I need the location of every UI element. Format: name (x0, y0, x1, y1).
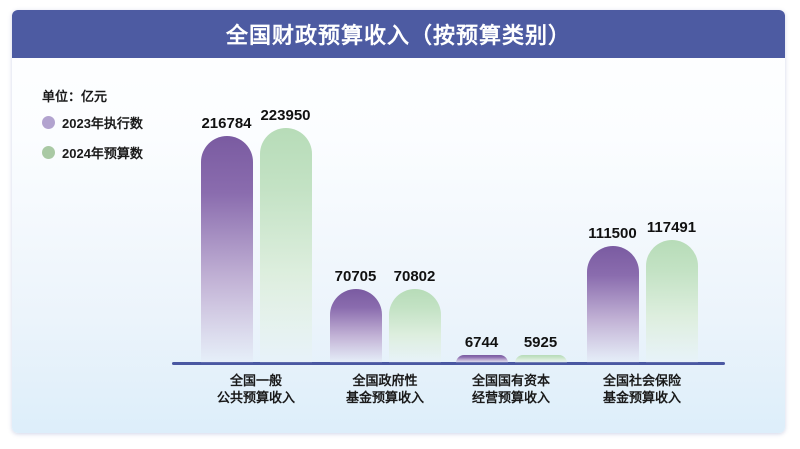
bar-2024-category-3 (514, 355, 567, 363)
value-label-2024-category-1: 223950 (260, 107, 311, 124)
category-label-2: 全国政府性 基金预算收入 (345, 373, 424, 405)
legend-label-2023: 2023年执行数 (62, 116, 143, 131)
legend-dot-2024-icon (42, 146, 55, 159)
bar-2024-category-1 (259, 128, 312, 363)
chart-title: 全国财政预算收入（按预算类别） (225, 23, 571, 48)
category-label-3: 全国国有资本 经营预算收入 (471, 373, 550, 405)
value-label-2023-category-3: 6744 (464, 334, 499, 351)
legend-label-2024: 2024年预算数 (62, 146, 143, 161)
value-label-2023-category-1: 216784 (201, 115, 252, 132)
bar-2024-category-2 (388, 289, 441, 363)
legend-item-2024: 2024年预算数 (42, 143, 143, 162)
bar-2023-category-4 (586, 246, 639, 363)
category-label-1: 全国一般 公共预算收入 (216, 373, 295, 405)
bar-2023-category-2 (329, 289, 382, 363)
bar-2023-category-3 (455, 355, 508, 363)
bar-2024-category-4 (645, 240, 698, 363)
title-bar: 全国财政预算收入（按预算类别） (12, 10, 785, 58)
bar-2023-category-1 (200, 136, 253, 363)
legend-item-2023: 2023年执行数 (42, 113, 143, 132)
x-axis-line (172, 362, 725, 365)
value-label-2024-category-4: 117491 (646, 219, 697, 236)
chart-card: 全国财政预算收入（按预算类别） 单位：亿元 2023年执行数 2024年预算数 … (12, 10, 785, 433)
legend-dot-2023-icon (42, 116, 55, 129)
value-label-2023-category-4: 111500 (588, 225, 637, 242)
category-label-4: 全国社会保险 基金预算收入 (602, 373, 681, 405)
unit-label: 单位：亿元 (42, 89, 108, 104)
value-label-2024-category-2: 70802 (393, 268, 436, 285)
value-label-2024-category-3: 5925 (523, 334, 558, 351)
value-label-2023-category-2: 70705 (334, 268, 377, 285)
chart-area: 216784 223950 全国一般 公共预算收入 70705 70802 全国政府性 基金预… (12, 10, 785, 433)
